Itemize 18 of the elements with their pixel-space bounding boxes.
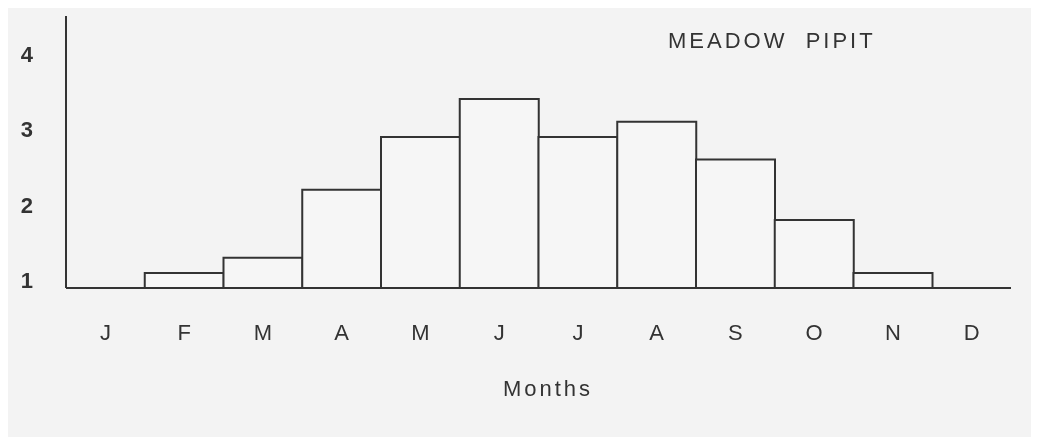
x-tick-label: J [99,319,111,345]
x-tick-label: J [572,319,584,345]
x-tick-label: J [493,319,505,345]
y-tick-label: 1 [20,268,33,294]
x-tick-label: O [805,319,823,345]
x-tick-label: M [411,319,430,345]
x-tick-label: A [334,319,350,345]
x-tick-label: N [884,319,901,345]
x-tick-label: S [728,319,743,345]
x-tick-label: D [963,319,980,345]
text: MEADOW PIPIT [668,28,876,54]
y-tick-label: 2 [20,192,33,218]
x-axis-title: Months [501,376,595,402]
x-tick-label: M [253,319,273,345]
y-tick-label: 4 [20,41,34,67]
y-tick-label: 3 [20,117,33,143]
x-tick-label: A [649,319,665,345]
x-tick-label: F [177,319,191,345]
